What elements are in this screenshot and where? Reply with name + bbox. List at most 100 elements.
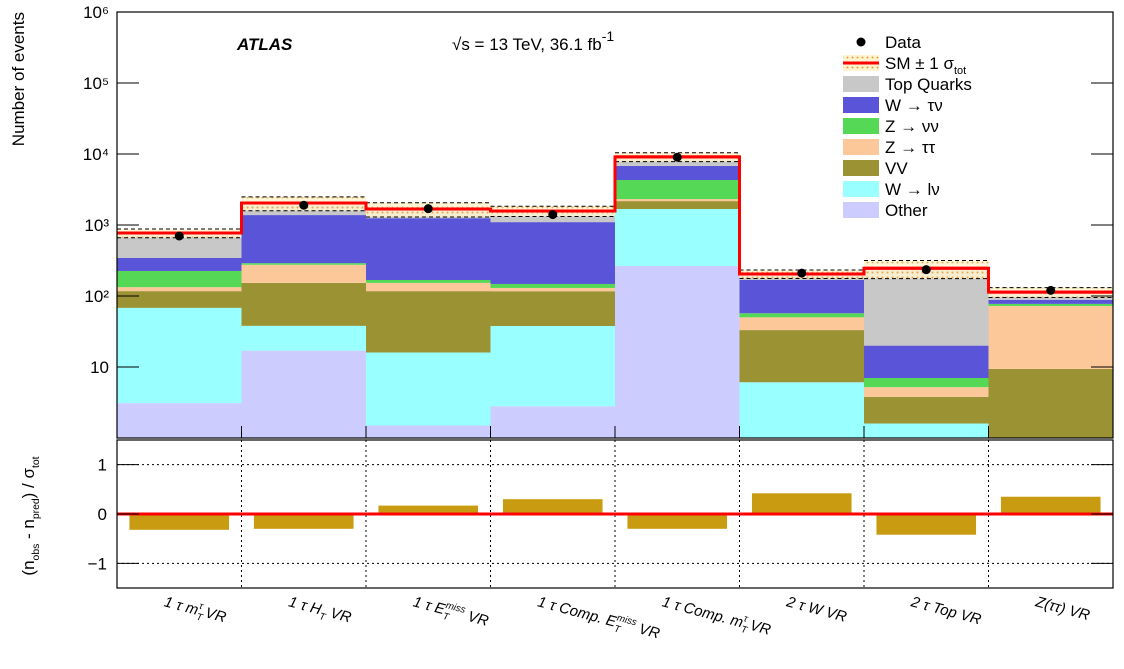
text-part: VR	[744, 616, 773, 639]
legend-label: W → τν	[885, 96, 943, 115]
data-point	[921, 265, 931, 275]
subscript: T	[613, 623, 623, 635]
legend-sub: tot	[954, 65, 966, 77]
stack-segment	[739, 382, 864, 438]
ratio-bar	[627, 514, 728, 529]
subscript: tot	[31, 456, 42, 468]
stack-segment	[117, 287, 242, 292]
text-part: 1 τ H	[287, 593, 324, 618]
data-point	[797, 268, 807, 278]
text-part: 1 τ Comp. m	[660, 593, 745, 631]
x-tick-label: 1 τ HT VR	[286, 593, 353, 629]
stack-segment	[739, 317, 864, 331]
y-tick-label: 10⁴	[83, 145, 109, 164]
stack-segment	[739, 330, 864, 383]
x-tick-label: Z(ττ) VR	[1033, 593, 1092, 624]
legend-label: Z → νν	[885, 117, 939, 136]
stack-segment	[241, 350, 366, 438]
stack-segment	[988, 305, 1113, 369]
stack-segment	[615, 199, 740, 202]
superscript: miss	[616, 613, 638, 629]
stack-segment	[989, 449, 1114, 475]
main-panel: 10⁶ 10⁵ 10⁴ 10³ 10² 10 Number of events ATLAS √s…	[9, 3, 1114, 475]
stack-segment	[615, 209, 740, 266]
stack-segment	[366, 291, 491, 353]
ratio-bar	[253, 514, 354, 529]
text-part: 1 τ E	[411, 593, 448, 618]
legend-marker	[856, 37, 866, 47]
y-tick-label: 10	[90, 358, 109, 377]
y-tick-label: 10⁵	[83, 74, 109, 93]
stack-segment	[988, 368, 1113, 438]
stack-segment	[490, 222, 615, 284]
ratio-bar	[502, 499, 603, 514]
ratio-bar	[378, 505, 479, 514]
text-part: 1 τ m	[162, 593, 200, 618]
stack-segment	[117, 307, 242, 404]
text-part: Z(ττ) VR	[1033, 593, 1092, 624]
stack-segment	[366, 425, 491, 438]
legend-label: W → lν	[885, 180, 940, 199]
subscript: obs	[31, 544, 42, 561]
subscript: T	[740, 624, 750, 636]
legend-label: SM ± 1 σtot	[885, 54, 966, 77]
y-tick-label: 10⁶	[83, 3, 109, 22]
subscript: T	[442, 611, 452, 623]
x-tick-label: 1 τ Comp. mTτ VR	[659, 592, 773, 642]
legend-swatch	[843, 202, 879, 218]
stack-segment	[241, 263, 366, 265]
legend-swatch	[843, 181, 879, 197]
y-axis-title: Number of events	[9, 12, 28, 146]
energy-sup: -1	[602, 28, 615, 44]
stack-segment	[615, 201, 740, 210]
energy-label: √s = 13 TeV, 36.1 fb-1	[452, 28, 614, 54]
stack-segment	[117, 291, 242, 308]
stack-segment	[241, 282, 366, 326]
ratio-bar	[1000, 496, 1101, 514]
x-tick-label: 2 τ Top VR	[908, 593, 983, 628]
stack-segment	[241, 215, 366, 264]
text-part: - n	[19, 519, 38, 544]
legend-label: Other	[885, 201, 928, 220]
data-point	[174, 231, 184, 241]
data-point	[1046, 285, 1056, 295]
legend-swatch	[843, 76, 879, 92]
text-part: 1 τ Comp. E	[536, 593, 619, 631]
stack-segment	[864, 423, 989, 438]
stack-segment	[739, 313, 864, 318]
energy-text: √s = 13 TeV, 36.1 fb	[452, 35, 602, 54]
text-part: VR	[633, 620, 662, 643]
x-tick-label: 1 τ mTτ VR	[161, 592, 228, 630]
superscript: τ	[198, 601, 206, 613]
y-tick-label: 1	[98, 456, 107, 475]
legend-swatch	[843, 97, 879, 113]
stack-segment	[366, 352, 491, 426]
stack-segment	[864, 345, 989, 378]
legend-swatch	[843, 118, 879, 134]
subscript: T	[195, 612, 205, 624]
stack-segment	[117, 257, 242, 271]
stack-segment	[988, 303, 1113, 306]
data-point	[423, 204, 433, 214]
stack-segment	[490, 325, 615, 407]
text-part: VR	[462, 607, 491, 630]
ratio-bar	[751, 493, 852, 514]
x-tick-label: 1 τ ETmiss VR	[410, 592, 491, 634]
stack-segment	[117, 403, 242, 438]
subscript: pred	[31, 498, 42, 519]
legend-text: SM ± 1 σ	[885, 54, 954, 73]
y-tick-label: 10³	[84, 216, 109, 235]
brand: ATLAS	[236, 35, 293, 54]
stack-segment	[864, 396, 989, 424]
y-tick-label: 10²	[84, 287, 109, 306]
stack-segment	[615, 265, 740, 438]
legend-swatch	[843, 139, 879, 155]
stack-segment	[988, 299, 1113, 304]
ratio-bar	[129, 514, 230, 530]
stack-segment	[615, 165, 740, 181]
text-part: 2 τ Top VR	[908, 593, 983, 628]
stack-segment	[241, 264, 366, 283]
